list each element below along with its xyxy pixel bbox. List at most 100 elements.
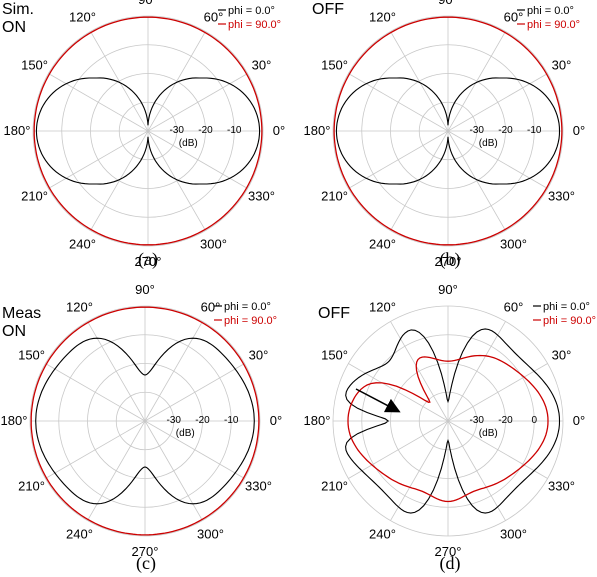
radial-tick-label: -10 bbox=[227, 125, 242, 136]
radial-tick-label: -30 bbox=[167, 415, 182, 426]
angle-tick-label: 30° bbox=[249, 348, 269, 363]
angle-tick-label: 60° bbox=[504, 10, 524, 25]
series-line bbox=[333, 16, 563, 246]
grid-spoke bbox=[48, 73, 149, 132]
radial-tick-label: -10 bbox=[224, 415, 239, 426]
angle-tick-label: 270° bbox=[135, 254, 162, 269]
grid-spoke bbox=[87, 321, 146, 422]
grid-spoke bbox=[144, 363, 245, 422]
angle-tick-label: 300° bbox=[197, 526, 224, 541]
angle-tick-label: 90° bbox=[438, 282, 458, 297]
angle-tick-label: 240° bbox=[69, 236, 96, 251]
angle-tick-label: 210° bbox=[321, 189, 348, 204]
angle-tick-label: 60° bbox=[504, 300, 524, 315]
radial-unit-label: (dB) bbox=[479, 428, 498, 439]
grid-spoke bbox=[147, 130, 206, 231]
angle-tick-label: 240° bbox=[369, 526, 396, 541]
angle-tick-label: 150° bbox=[21, 58, 48, 73]
panel-caption: (a) bbox=[138, 249, 158, 270]
angle-tick-label: 120° bbox=[66, 300, 93, 315]
radial-tick-label: -30 bbox=[470, 125, 485, 136]
angle-tick-label: 330° bbox=[548, 189, 575, 204]
grid-spoke bbox=[147, 73, 248, 132]
polar-panel-4: 0° 30° 60° 90° 120° 150° 180° 210° 240° 270° 300° 3… bbox=[304, 282, 596, 574]
series-line bbox=[30, 306, 260, 536]
series-line bbox=[347, 354, 549, 503]
angle-tick-label: 300° bbox=[500, 526, 527, 541]
radial-tick-label: -20 bbox=[195, 415, 210, 426]
angle-tick-label: 180° bbox=[1, 413, 28, 428]
angle-tick-label: 300° bbox=[500, 236, 527, 251]
angle-tick-label: 270° bbox=[435, 254, 462, 269]
angle-tick-label: 330° bbox=[248, 189, 275, 204]
grid-spoke bbox=[447, 130, 506, 231]
polar-panel-2: 0° 30° 60° 90° 120° 150° 180° 210° 240° 270° 300° 3… bbox=[304, 0, 586, 270]
grid-spoke bbox=[447, 73, 548, 132]
legend-label: phi = 90.0° bbox=[527, 19, 580, 31]
grid-spoke bbox=[144, 321, 203, 422]
grid-spoke bbox=[447, 130, 548, 189]
grid-spoke bbox=[447, 31, 506, 132]
panel-title: Sim. bbox=[2, 1, 34, 18]
angle-tick-label: 270° bbox=[435, 544, 462, 559]
grid-spoke bbox=[390, 31, 449, 132]
legend-label: phi = 90.0° bbox=[228, 19, 281, 31]
radial-unit-label: (dB) bbox=[176, 428, 195, 439]
angle-tick-label: 150° bbox=[321, 348, 348, 363]
grid-spoke bbox=[348, 420, 449, 479]
grid-spoke bbox=[390, 130, 449, 231]
panel-caption: (d) bbox=[440, 553, 461, 574]
radial-tick-label: -30 bbox=[470, 415, 485, 426]
angle-tick-label: 180° bbox=[304, 123, 331, 138]
radial-tick-label: -30 bbox=[170, 125, 185, 136]
angle-tick-label: 0° bbox=[270, 413, 282, 428]
angle-tick-label: 120° bbox=[369, 300, 396, 315]
grid-spoke bbox=[390, 321, 449, 422]
panel-title: Meas bbox=[2, 305, 41, 322]
angle-tick-label: 30° bbox=[552, 348, 572, 363]
angle-tick-label: 90° bbox=[135, 282, 155, 297]
angle-tick-label: 210° bbox=[321, 479, 348, 494]
series-line bbox=[35, 337, 255, 505]
grid-spoke bbox=[87, 420, 146, 521]
radial-unit-label: (dB) bbox=[179, 138, 198, 149]
grid-spoke bbox=[147, 130, 248, 189]
polar-panel-1: 0° 30° 60° 90° 120° 150° 180° 210° 240° 270° 300° 3… bbox=[2, 0, 285, 270]
radial-tick-label: -10 bbox=[527, 125, 542, 136]
panel-title: ON bbox=[2, 323, 26, 340]
radial-tick-label: -20 bbox=[498, 125, 513, 136]
series-line bbox=[33, 16, 263, 246]
angle-tick-label: 90° bbox=[138, 0, 158, 7]
angle-tick-label: 210° bbox=[21, 189, 48, 204]
legend-label: phi = 0.0° bbox=[543, 301, 590, 313]
angle-tick-label: 90° bbox=[438, 0, 458, 7]
radial-tick-label: -20 bbox=[198, 125, 213, 136]
grid-spoke bbox=[45, 420, 146, 479]
grid-spoke bbox=[348, 130, 449, 189]
panel-caption: (c) bbox=[136, 553, 156, 574]
radial-tick-label: -20 bbox=[498, 415, 513, 426]
angle-tick-label: 240° bbox=[369, 236, 396, 251]
legend-label: phi = 0.0° bbox=[224, 301, 271, 313]
series-line bbox=[335, 77, 561, 185]
angle-tick-label: 30° bbox=[552, 58, 572, 73]
grid-spoke bbox=[447, 363, 548, 422]
angle-tick-label: 60° bbox=[204, 10, 224, 25]
angle-tick-label: 180° bbox=[4, 123, 31, 138]
panel-title: ON bbox=[2, 19, 26, 36]
radial-unit-label: (dB) bbox=[479, 138, 498, 149]
angle-tick-label: 150° bbox=[321, 58, 348, 73]
grid-spoke bbox=[48, 130, 149, 189]
grid-spoke bbox=[147, 31, 206, 132]
grid-spoke bbox=[447, 420, 548, 479]
grid-spoke bbox=[447, 420, 506, 521]
grid-spoke bbox=[348, 73, 449, 132]
angle-tick-label: 150° bbox=[18, 348, 45, 363]
angle-tick-label: 0° bbox=[273, 123, 285, 138]
legend-label: phi = 0.0° bbox=[228, 5, 275, 17]
angle-tick-label: 120° bbox=[69, 10, 96, 25]
angle-tick-label: 210° bbox=[18, 479, 45, 494]
angle-tick-label: 120° bbox=[369, 10, 396, 25]
series-line bbox=[345, 328, 561, 514]
